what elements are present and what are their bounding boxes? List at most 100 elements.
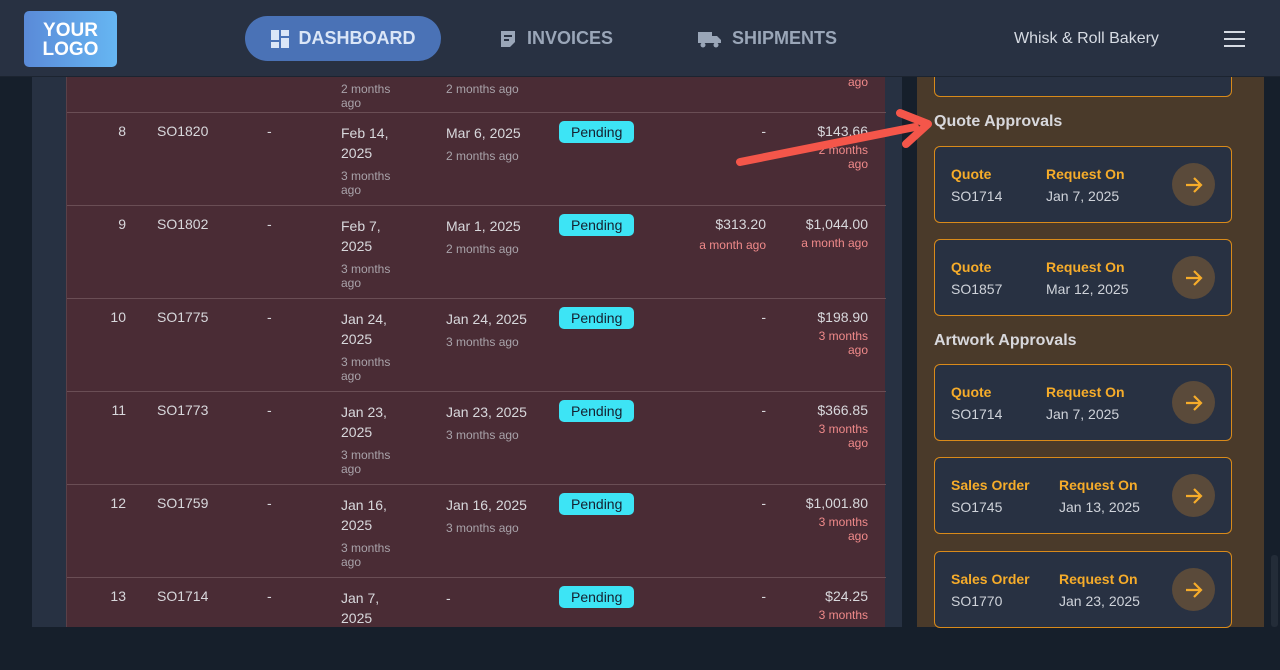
- order-number[interactable]: SO1802: [157, 216, 209, 232]
- order-date: Jan 7, 2025: [341, 588, 411, 634]
- amount-total-value: $1,044.00: [805, 216, 868, 232]
- card-date-label: Request On: [1046, 384, 1125, 400]
- table-row[interactable]: 2 months ago 2 months ago ago: [67, 57, 886, 150]
- open-button[interactable]: [1172, 568, 1215, 611]
- table-row[interactable]: 9 SO1802 - Feb 7, 2025 3 months ago Mar 1, 20…: [67, 205, 886, 298]
- open-button[interactable]: [1172, 474, 1215, 517]
- artwork-approval-card[interactable]: Quote SO1714 Request On Jan 7, 2025: [934, 364, 1232, 441]
- status-cell: Pending: [559, 586, 635, 608]
- table-row[interactable]: 11 SO1773- Jan 23, 2025 3 months ago Jan 23,…: [67, 391, 886, 484]
- quote-approval-card[interactable]: Quote SO1857 Request On Mar 12, 2025: [934, 239, 1232, 316]
- order-date-relative: 3 months ago: [341, 169, 391, 197]
- logo[interactable]: YOUR LOGO: [24, 11, 117, 67]
- quote-approvals-heading: Quote Approvals: [934, 113, 1063, 130]
- card-date-label: Request On: [1059, 477, 1138, 493]
- card-date: Jan 7, 2025: [1046, 188, 1120, 204]
- reference: -: [267, 123, 272, 139]
- card-date-label: Request On: [1059, 571, 1138, 587]
- artwork-approvals-heading: Artwork Approvals: [934, 332, 1077, 349]
- card-id: SO1714: [951, 406, 1003, 422]
- request-date-value: Jan 24, 2025: [446, 311, 527, 327]
- order-date: Jan 16, 2025 3 months ago: [341, 495, 411, 569]
- amount-paid-value: -: [761, 402, 766, 418]
- request-date-value: -: [446, 590, 451, 606]
- order-number[interactable]: SO1820: [157, 123, 209, 139]
- order-number[interactable]: SO1714: [157, 588, 209, 604]
- amount-paid-value: -: [761, 123, 766, 139]
- open-button[interactable]: [1172, 256, 1215, 299]
- amount-paid: $313.20 a month ago: [656, 216, 766, 252]
- order-number[interactable]: SO1773: [157, 402, 209, 418]
- hamburger-menu-icon[interactable]: [1224, 31, 1245, 52]
- amount-paid: -: [656, 123, 766, 145]
- order-date-value: Feb 7, 2025: [341, 218, 381, 254]
- tab-shipments[interactable]: SHIPMENTS: [698, 16, 837, 61]
- amount-total-value: $198.90: [817, 309, 868, 325]
- artwork-approval-card[interactable]: Sales Order SO1770 Request On Jan 23, 2025: [934, 551, 1232, 628]
- amount-total-value: $24.25: [825, 588, 868, 604]
- reference: -: [267, 402, 272, 418]
- dashboard-icon: [270, 29, 289, 48]
- company-name[interactable]: Whisk & Roll Bakery: [1014, 30, 1159, 47]
- card-type: Quote: [951, 166, 992, 182]
- amount-total-relative: a month ago: [801, 236, 868, 250]
- table-row[interactable]: 10 SO1775- Jan 24, 2025 3 months ago Jan 24,…: [67, 298, 886, 391]
- amount-paid: -: [656, 402, 766, 424]
- tab-label: DASHBOARD: [298, 28, 416, 48]
- amount-paid: -: [656, 588, 766, 610]
- amount-total: $198.90 3 months ago: [798, 309, 868, 357]
- order-date-value: Feb 14, 2025: [341, 125, 389, 161]
- order-date-relative: 3 months ago: [341, 355, 391, 383]
- status-cell: Pending: [559, 400, 635, 422]
- amount-paid: -: [656, 309, 766, 331]
- open-button[interactable]: [1172, 163, 1215, 206]
- order-date: Jan 23, 2025 3 months ago: [341, 402, 411, 476]
- order-date: Feb 14, 2025 3 months ago: [341, 123, 411, 197]
- row-number: 10: [110, 309, 126, 325]
- invoice-icon: [501, 30, 515, 47]
- tab-dashboard[interactable]: DASHBOARD: [245, 16, 441, 61]
- open-button[interactable]: [1172, 381, 1215, 424]
- row-number: 8: [118, 123, 126, 139]
- request-date: -: [446, 588, 536, 614]
- amount-total: $1,001.80 3 months ago: [798, 495, 868, 543]
- row-number: 12: [110, 495, 126, 511]
- request-date-relative: 3 months ago: [446, 521, 519, 535]
- amount-total-relative: 3 months ago: [818, 329, 868, 357]
- arrow-right-icon: [1185, 581, 1203, 598]
- table-row[interactable]: 12 SO1759- Jan 16, 2025 3 months ago Jan 16,…: [67, 484, 886, 577]
- tab-invoices[interactable]: INVOICES: [499, 16, 613, 61]
- quote-approval-card[interactable]: Quote SO1714 Request On Jan 7, 2025: [934, 146, 1232, 223]
- status-cell: Pending: [559, 214, 635, 236]
- request-date-relative: 2 months ago: [446, 149, 519, 163]
- date1-relative: 2 months ago: [341, 82, 391, 110]
- amount-total: $366.85 3 months ago: [798, 402, 868, 450]
- request-date-value: Jan 23, 2025: [446, 404, 527, 420]
- table-row[interactable]: 8 SO1820 - Feb 14, 2025 3 months ago Mar 6, 2…: [67, 112, 886, 205]
- amount-total-relative: 3 months ago: [818, 422, 868, 450]
- tab-label: SHIPMENTS: [732, 28, 838, 48]
- request-date: Mar 6, 2025 2 months ago: [446, 123, 536, 163]
- status-badge: Pending: [559, 586, 635, 608]
- order-number[interactable]: SO1775: [157, 309, 209, 325]
- request-date: Mar 1, 2025 2 months ago: [446, 216, 536, 256]
- card-date: Jan 23, 2025: [1059, 593, 1140, 609]
- amount-paid: -: [656, 495, 766, 517]
- card-id: SO1745: [951, 499, 1003, 515]
- card-id: SO1770: [951, 593, 1003, 609]
- amount-total-value: $1,001.80: [805, 495, 868, 511]
- artwork-approval-card[interactable]: Sales Order SO1745 Request On Jan 13, 2025: [934, 457, 1232, 534]
- amount-paid-value: -: [761, 495, 766, 511]
- order-date: Jan 24, 2025 3 months ago: [341, 309, 411, 383]
- table-row[interactable]: 13 SO1714 - Jan 7, 2025 - Pending - $24.25 3 mon…: [67, 577, 886, 670]
- amount-total: $143.66 2 months ago: [798, 123, 868, 171]
- arrow-right-icon: [1185, 487, 1203, 504]
- arrow-right-icon: [1185, 394, 1203, 411]
- card-date: Jan 7, 2025: [1046, 406, 1120, 422]
- scrollbar[interactable]: [1271, 555, 1278, 627]
- order-date-value: Jan 23, 2025: [341, 404, 387, 440]
- orders-table: 2 months ago 2 months ago ago 8 SO1820 - Fe…: [66, 75, 886, 627]
- date2-relative: 2 months ago: [446, 82, 519, 96]
- order-number[interactable]: SO1759: [157, 495, 209, 511]
- card-date: Jan 13, 2025: [1059, 499, 1140, 515]
